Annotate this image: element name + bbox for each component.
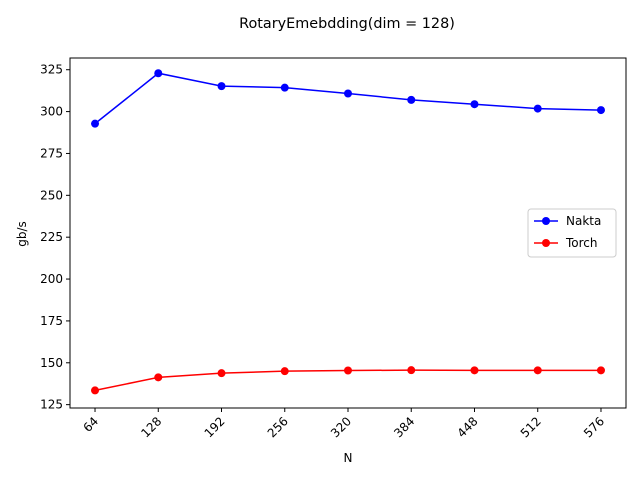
data-point-torch — [154, 373, 163, 382]
data-point-nakta — [407, 95, 416, 104]
data-point-nakta — [533, 104, 542, 113]
data-point-nakta — [596, 106, 605, 115]
chart-title: RotaryEmebdding(dim = 128) — [239, 16, 455, 32]
legend-marker-torch — [542, 239, 550, 247]
legend-label-nakta: Nakta — [566, 214, 601, 228]
data-point-nakta — [91, 119, 100, 128]
data-point-nakta — [154, 69, 163, 78]
data-point-torch — [91, 386, 100, 395]
data-point-torch — [217, 369, 226, 378]
legend: Nakta Torch — [527, 208, 617, 258]
y-tick-label: 300 — [40, 105, 63, 119]
data-point-torch — [470, 366, 479, 375]
y-tick-label: 325 — [40, 63, 63, 77]
data-point-torch — [596, 366, 605, 375]
legend-label-torch: Torch — [565, 236, 598, 250]
data-point-nakta — [217, 82, 226, 91]
y-tick-label: 275 — [40, 146, 63, 160]
y-tick-label: 125 — [40, 398, 63, 412]
data-point-torch — [533, 366, 542, 375]
data-point-nakta — [280, 83, 289, 92]
data-point-nakta — [470, 100, 479, 109]
y-axis-title: gb/s — [15, 221, 29, 247]
data-point-torch — [344, 366, 352, 375]
y-tick-label: 250 — [40, 188, 63, 202]
x-axis-title: N — [344, 451, 353, 465]
y-tick-label: 200 — [40, 272, 63, 286]
data-point-nakta — [344, 89, 352, 98]
y-tick-label: 225 — [40, 230, 63, 244]
data-point-torch — [280, 367, 289, 376]
y-tick-label: 150 — [40, 356, 63, 370]
data-point-torch — [407, 366, 416, 375]
legend-marker-nakta — [542, 217, 550, 225]
y-tick-label: 175 — [40, 314, 63, 328]
